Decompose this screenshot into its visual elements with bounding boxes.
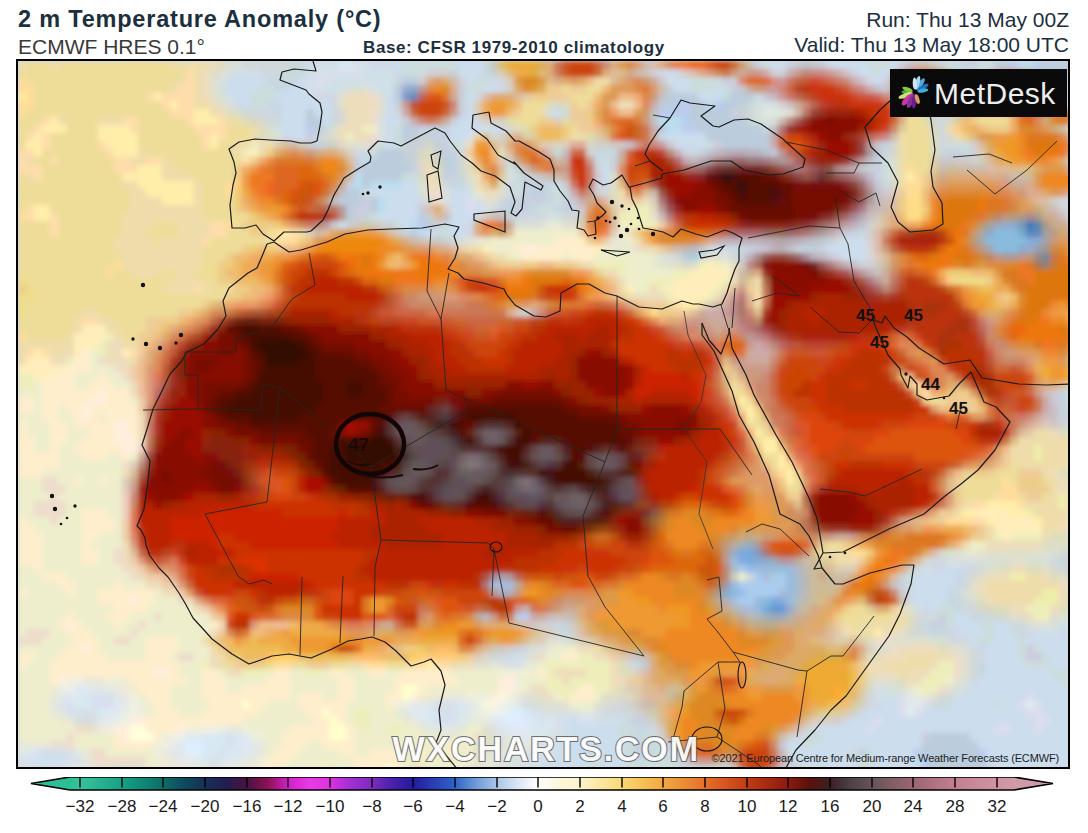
svg-text:−2: −2 — [487, 797, 506, 816]
svg-text:45: 45 — [949, 399, 968, 418]
svg-text:−10: −10 — [316, 797, 345, 816]
svg-text:−8: −8 — [362, 797, 381, 816]
svg-text:−24: −24 — [149, 797, 178, 816]
svg-text:WXCHARTS.COM: WXCHARTS.COM — [392, 730, 699, 768]
svg-text:−12: −12 — [274, 797, 303, 816]
svg-text:−4: −4 — [445, 797, 464, 816]
svg-text:16: 16 — [821, 797, 840, 816]
svg-text:−16: −16 — [233, 797, 262, 816]
svg-text:−32: −32 — [66, 797, 95, 816]
svg-text:8: 8 — [700, 797, 709, 816]
svg-text:20: 20 — [863, 797, 882, 816]
svg-text:−28: −28 — [108, 797, 137, 816]
svg-text:32: 32 — [988, 797, 1007, 816]
svg-text:4: 4 — [617, 797, 626, 816]
svg-text:©2021 European Centre for Medi: ©2021 European Centre for Medium-range W… — [712, 752, 1059, 764]
svg-text:MetDesk: MetDesk — [934, 77, 1056, 110]
svg-text:6: 6 — [658, 797, 667, 816]
svg-text:45: 45 — [856, 306, 875, 325]
svg-text:0: 0 — [533, 797, 542, 816]
svg-text:45: 45 — [904, 306, 923, 325]
svg-text:44: 44 — [921, 375, 940, 394]
svg-text:10: 10 — [738, 797, 757, 816]
svg-text:2: 2 — [575, 797, 584, 816]
svg-text:45: 45 — [870, 333, 889, 352]
svg-text:47: 47 — [348, 434, 369, 455]
svg-text:12: 12 — [779, 797, 798, 816]
svg-text:24: 24 — [904, 797, 923, 816]
svg-text:28: 28 — [946, 797, 965, 816]
svg-text:−20: −20 — [191, 797, 220, 816]
svg-text:−6: −6 — [403, 797, 422, 816]
